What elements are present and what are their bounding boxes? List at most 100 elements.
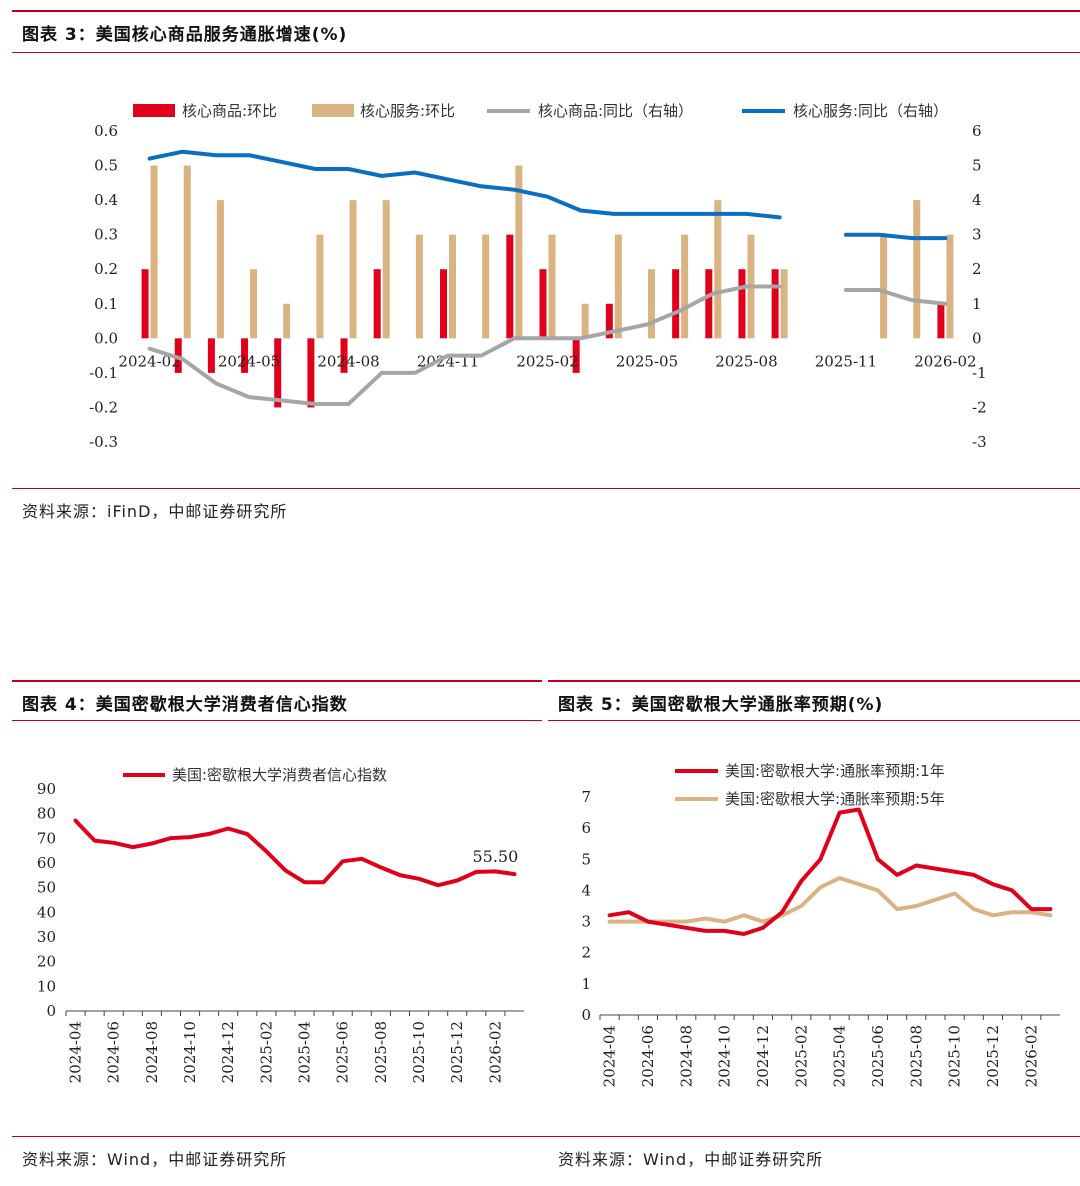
bar-core-services-mom	[316, 234, 324, 339]
y2-tick-label: -2	[972, 398, 987, 416]
bottom-rule	[12, 1136, 1080, 1137]
bar-core-goods-mom	[771, 269, 779, 339]
fig3-chart: 0.6 0.5 0.4 0.3 0.2 0.1 0.0 -0.1 -0.2 -0.3 6 5 4 3 2 1 0…	[89, 102, 987, 451]
line-inflation-expectation-1y	[607, 807, 1053, 936]
legend-label: 核心商品:同比（右轴）	[538, 102, 693, 120]
y2-tick-label: -1	[972, 364, 987, 382]
bar-core-services-mom	[946, 234, 954, 339]
y-tick-label: 0.1	[94, 295, 118, 313]
y-tick-label: 0.4	[94, 191, 118, 209]
bar-core-goods-mom	[340, 338, 348, 373]
y-tick-label: 3	[581, 913, 591, 931]
x-tick-label: 2025-06	[869, 1025, 887, 1087]
fig5-source: 资料来源：Wind，中邮证券研究所	[558, 1150, 824, 1169]
x-tick-label: 2025-12	[984, 1025, 1002, 1087]
y-tick-label: -0.2	[89, 398, 118, 416]
fig3-bottom-rule	[12, 488, 1080, 489]
y-tick-label: 4	[581, 881, 591, 899]
y-tick-label: 70	[37, 829, 56, 847]
y2-tick-label: 3	[972, 226, 982, 244]
x-tick-label: 2025-02	[257, 1021, 275, 1083]
y2-tick-label: 0	[972, 329, 982, 347]
x-tick-label: 2024-10	[181, 1021, 199, 1083]
x-tick-label: 2025-04	[831, 1025, 849, 1087]
fig3-top-rule	[12, 10, 1080, 12]
bar-core-goods-mom	[937, 303, 945, 339]
bar-core-services-mom	[647, 269, 655, 339]
line-core-services-yoy	[843, 232, 948, 241]
x-tick-label: 2024-08	[677, 1025, 695, 1087]
line-core-services-yoy	[147, 149, 782, 220]
legend-label: 核心服务:同比（右轴）	[793, 102, 948, 120]
y-tick-label: 40	[37, 903, 56, 921]
x-tick-label: 2025-10	[946, 1025, 964, 1087]
y-tick-label: 2	[581, 944, 591, 962]
x-tick-label: 2025-04	[296, 1021, 314, 1083]
bar-core-goods-mom	[605, 303, 613, 339]
bar-core-goods-mom	[572, 338, 580, 373]
y-tick-label: 0.3	[94, 226, 118, 244]
y-tick-label: 20	[37, 953, 56, 971]
y-tick-label: 5	[581, 850, 591, 868]
bar-core-services-mom	[250, 269, 258, 339]
x-tick-label: 2025-10	[410, 1021, 428, 1083]
bar-core-services-mom	[482, 234, 490, 339]
bar-core-services-mom	[349, 200, 357, 339]
line-consumer-sentiment	[73, 818, 517, 888]
bar-core-services-mom	[880, 234, 888, 339]
y-tick-label: 0	[46, 1002, 56, 1020]
bar-core-goods-mom	[672, 269, 680, 339]
x-tick-label: 2024-10	[716, 1025, 734, 1087]
bar-core-services-mom	[449, 234, 457, 339]
bar-core-services-mom	[382, 200, 390, 339]
bar-core-services-mom	[780, 269, 788, 339]
y2-tick-label: 4	[972, 191, 982, 209]
x-tick-label: 2025-08	[372, 1021, 390, 1083]
x-tick-label: 2024-12	[219, 1021, 237, 1083]
y2-tick-label: 2	[972, 260, 982, 278]
bar-core-goods-mom	[506, 234, 514, 339]
bar-core-goods-mom	[274, 338, 282, 408]
bar-core-goods-mom	[440, 269, 448, 339]
x-tick-label: 2024-06	[105, 1021, 123, 1083]
y-tick-label: -0.1	[89, 364, 118, 382]
y-tick-label: -0.3	[89, 433, 118, 451]
y-tick-label: 80	[37, 805, 56, 823]
legend-label: 核心商品:环比	[182, 102, 277, 120]
y2-tick-label: -3	[972, 433, 987, 451]
bar-core-goods-mom	[539, 269, 547, 339]
fig4-title-rule	[12, 720, 542, 721]
x-tick-label: 2024-08	[143, 1021, 161, 1083]
fig3-source: 资料来源：iFinD，中邮证券研究所	[22, 502, 288, 521]
line-inflation-expectation-5y	[607, 876, 1053, 924]
line-core-goods-yoy	[147, 284, 782, 406]
y-tick-label: 0.5	[94, 157, 118, 175]
y-tick-label: 0.0	[94, 329, 118, 347]
legend-label: 核心服务:环比	[360, 102, 455, 120]
x-tick-label: 2025-08	[715, 352, 777, 370]
x-tick-label: 2025-05	[616, 352, 678, 370]
x-tick-label: 2026-02	[914, 352, 976, 370]
x-tick-label: 2024-12	[754, 1025, 772, 1087]
bar-core-services-mom	[283, 303, 291, 339]
x-tick-label: 2024-04	[601, 1025, 619, 1087]
bar-core-services-mom	[614, 234, 622, 339]
last-value-annotation: 55.50	[472, 847, 518, 866]
bar-core-services-mom	[515, 165, 523, 339]
bar-core-services-mom	[581, 303, 589, 339]
x-tick-label: 2024-05	[218, 352, 280, 370]
y-tick-label: 50	[37, 879, 56, 897]
y-tick-label: 1	[581, 975, 591, 993]
y-tick-label: 0.2	[94, 260, 118, 278]
bar-core-services-mom	[216, 200, 224, 339]
fig3-title: 图表 3：美国核心商品服务通胀增速(%)	[22, 25, 348, 45]
legend-label: 美国:密歇根大学:通胀率预期:5年	[725, 790, 945, 808]
bar-core-services-mom	[714, 200, 722, 339]
legend-label: 美国:密歇根大学:通胀率预期:1年	[725, 762, 945, 780]
x-tick-label: 2024-04	[67, 1021, 85, 1083]
fig4-title: 图表 4：美国密歇根大学消费者信心指数	[22, 695, 348, 715]
x-tick-label: 2024-08	[317, 352, 379, 370]
bar-core-services-mom	[681, 234, 689, 339]
